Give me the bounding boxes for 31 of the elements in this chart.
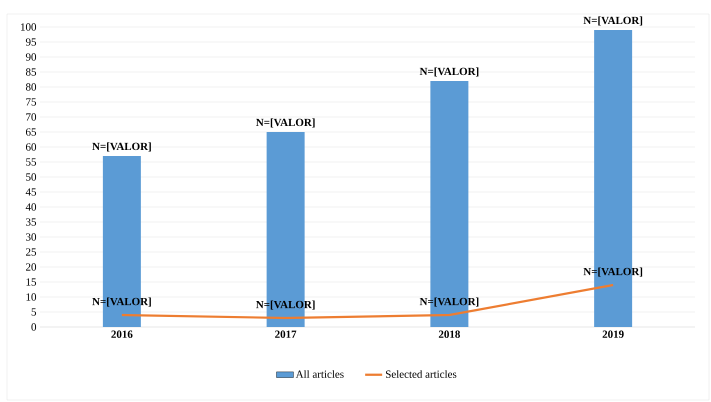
y-tick-label: 25: [26, 248, 36, 256]
y-tick-label: 75: [26, 98, 36, 106]
data-label: N=[VALOR]: [256, 118, 315, 128]
data-label: N=[VALOR]: [92, 142, 151, 152]
y-tick-label: 20: [26, 263, 36, 271]
y-tick-label: 50: [26, 173, 36, 181]
y-tick-label: 40: [26, 203, 36, 211]
y-tick-label: 100: [21, 23, 36, 31]
y-tick-label: 5: [32, 308, 36, 316]
legend-label: All articles: [296, 370, 344, 378]
y-tick-label: 55: [26, 158, 36, 166]
y-tick-label: 60: [26, 143, 36, 151]
y-tick-label: 15: [26, 278, 36, 286]
y-tick-label: 80: [26, 83, 36, 91]
legend-label: Selected articles: [386, 370, 456, 378]
y-tick-label: 90: [26, 53, 36, 61]
data-label: N=[VALOR]: [420, 67, 478, 76]
data-label: N=[VALOR]: [584, 16, 642, 26]
x-tick-label: 2017: [275, 330, 296, 338]
y-tick-label: 0: [31, 323, 36, 331]
y-tick-label: 65: [26, 128, 36, 136]
y-tick-label: 10: [26, 293, 36, 301]
x-tick-label: 2018: [438, 330, 460, 338]
y-tick-label: 45: [26, 188, 36, 196]
y-tick-label: 85: [26, 68, 36, 76]
x-tick-label: 2019: [602, 330, 624, 338]
y-tick-label: 70: [26, 113, 36, 121]
x-tick-label: 2016: [111, 330, 133, 338]
y-tick-label: 95: [26, 38, 36, 46]
y-tick-label: 30: [26, 233, 36, 241]
y-tick-label: 35: [26, 218, 36, 226]
